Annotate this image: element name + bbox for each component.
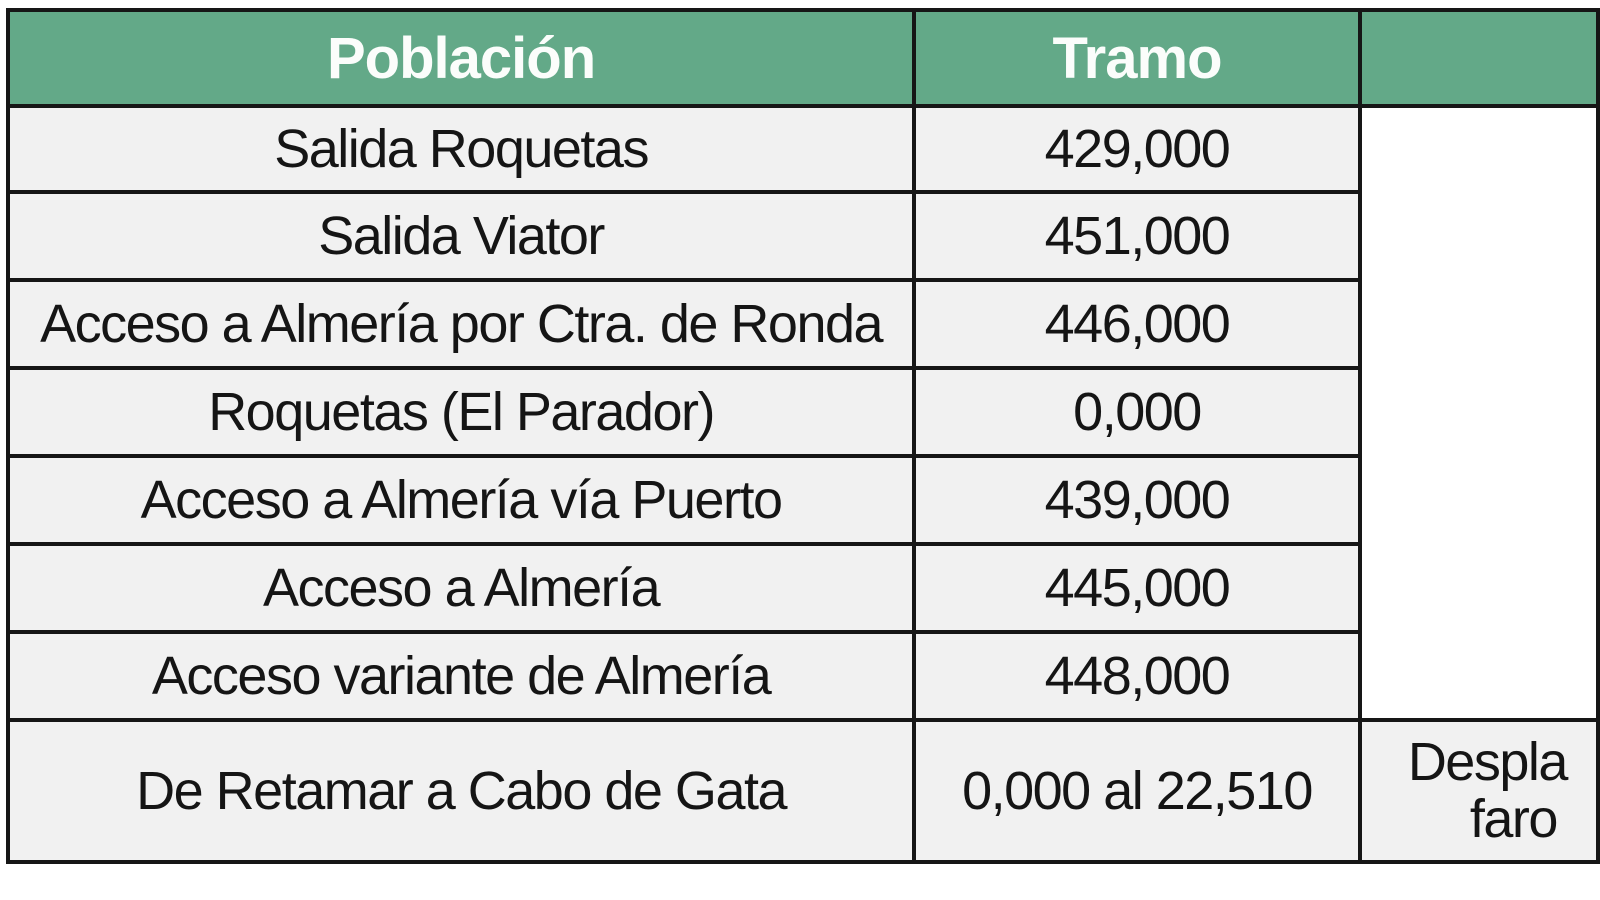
cell-tramo: 0,000 al 22,510 — [912, 718, 1362, 864]
cell-third-line1: Despla — [1407, 732, 1569, 793]
cell-poblacion: Roquetas (El Parador) — [5, 366, 917, 458]
table-row: Acceso a Almería por Ctra. de Ronda 446,… — [5, 278, 1598, 370]
cell-tramo: 439,000 — [912, 454, 1362, 546]
cell-third-partial: Despla faro — [1357, 718, 1600, 864]
cell-poblacion: Salida Viator — [5, 190, 917, 282]
cell-tramo: 429,000 — [912, 104, 1362, 194]
table-row: Salida Roquetas 429,000 — [5, 104, 1600, 722]
cell-poblacion: Acceso variante de Almería — [5, 630, 917, 722]
cell-poblacion: De Retamar a Cabo de Gata — [5, 718, 917, 864]
cell-poblacion: Acceso a Almería — [5, 542, 917, 634]
cell-tramo: 448,000 — [912, 630, 1362, 722]
cell-tramo: 0,000 — [912, 366, 1362, 458]
table-row: Acceso a Almería vía Puerto 439,000 — [5, 454, 1598, 546]
header-poblacion: Población — [5, 8, 917, 108]
table-row: Roquetas (El Parador) 0,000 — [5, 366, 1598, 458]
table-row: Acceso a Almería 445,000 — [5, 542, 1598, 634]
table-row: De Retamar a Cabo de Gata 0,000 al 22,51… — [5, 718, 1600, 864]
traffic-sections-table: Población Tramo Salida Roquetas 429,000 … — [5, 8, 1600, 864]
cell-tramo: 446,000 — [912, 278, 1362, 370]
cell-poblacion: Acceso a Almería por Ctra. de Ronda — [5, 278, 917, 370]
cell-tramo: 451,000 — [912, 190, 1362, 282]
cell-poblacion: Salida Roquetas — [5, 104, 917, 194]
cell-tramo: 445,000 — [912, 542, 1362, 634]
cell-poblacion: Acceso a Almería vía Puerto — [5, 454, 917, 546]
header-tramo: Tramo — [912, 8, 1362, 108]
table-header-row: Población Tramo — [5, 8, 1600, 108]
header-third-column — [1357, 8, 1600, 108]
table-row: Salida Viator 451,000 — [5, 190, 1598, 282]
cell-third-line2: faro — [1469, 789, 1559, 849]
table-row: Acceso variante de Almería 448,000 — [5, 630, 1598, 722]
cell-merged-blank — [1357, 104, 1600, 722]
